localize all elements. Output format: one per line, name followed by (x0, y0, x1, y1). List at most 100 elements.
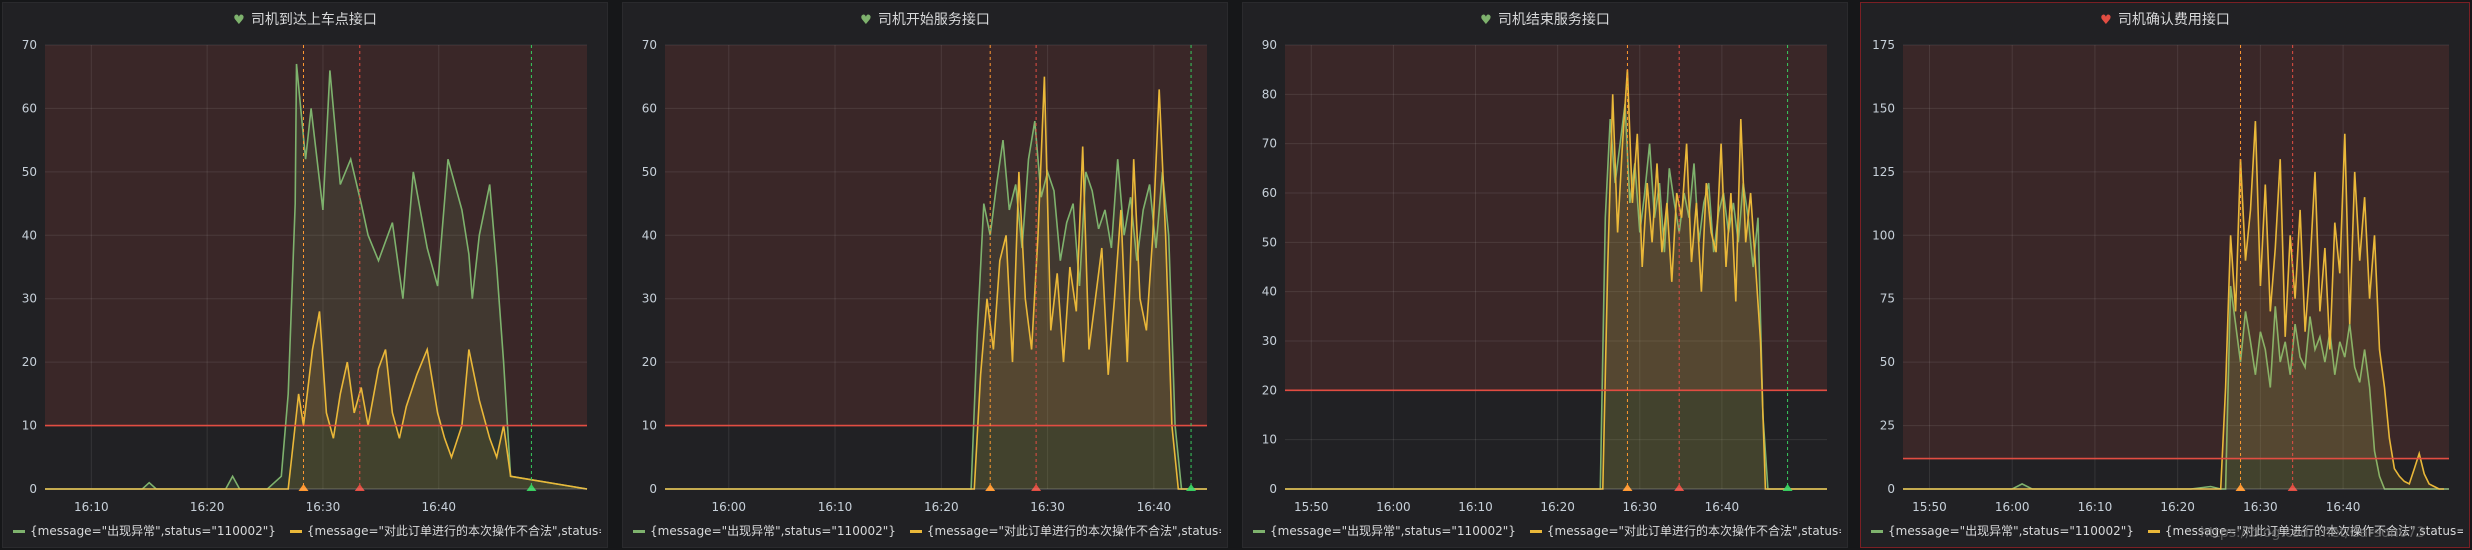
y-tick-label: 10 (22, 419, 37, 433)
threshold-region-above (1285, 45, 1827, 391)
y-tick-label: 30 (1262, 334, 1277, 348)
legend-swatch-yellow (2147, 530, 2160, 533)
annotation-marker-orange (298, 484, 309, 491)
y-tick-label: 20 (22, 355, 37, 369)
annotation-marker-red (1674, 484, 1685, 491)
y-tick-label: 10 (642, 419, 657, 433)
panel-driver-confirm-fee[interactable]: ♥ 司机确认费用接口 0 25 50 75 100 125 150 175 15:50 16:00 1… (1860, 2, 2470, 548)
y-tick-label: 60 (642, 101, 657, 115)
y-tick-label: 75 (1880, 292, 1895, 306)
series-line-2 (1285, 69, 1827, 490)
legend: {message="出现异常",status="110002"} {message… (13, 521, 601, 541)
y-tick-label: 50 (1262, 235, 1277, 249)
x-tick-label: 16:30 (2243, 500, 2278, 514)
annotation-marker-green (526, 484, 537, 491)
annotation-marker-orange (1622, 484, 1633, 491)
legend-swatch-green (633, 530, 645, 533)
x-tick-label: 16:30 (1622, 500, 1657, 514)
watermark: https://blog.csdn.net/Carson073 (2200, 525, 2426, 541)
x-tick-label: 16:20 (2160, 500, 2195, 514)
heart-ok-icon: ♥ (860, 13, 872, 28)
x-tick-label: 16:40 (2326, 500, 2361, 514)
y-tick-label: 60 (1262, 186, 1277, 200)
legend-swatch-green (1253, 530, 1265, 533)
y-tick-label: 80 (1262, 87, 1277, 101)
threshold-region-above (665, 45, 1207, 426)
series-line-2 (665, 76, 1207, 490)
series-area-2 (45, 311, 587, 489)
y-tick-label: 90 (1262, 38, 1277, 52)
panel-driver-start-service[interactable]: ♥ 司机开始服务接口 0 10 20 30 40 50 60 70 16:00 16:10 16:20… (622, 2, 1228, 548)
series-area-2 (1285, 69, 1827, 489)
x-tick-label: 16:10 (818, 500, 853, 514)
y-tick-label: 70 (22, 38, 37, 52)
y-tick-label: 30 (22, 292, 37, 306)
y-tick-label: 175 (1872, 38, 1895, 52)
series-area-2 (665, 76, 1207, 489)
chart-plot: 0 10 20 30 40 50 60 70 16:00 16:10 16:20 16:30 16:40… (642, 38, 1207, 514)
x-tick-label: 16:20 (1540, 500, 1575, 514)
x-tick-label: 16:40 (1137, 500, 1172, 514)
annotation-marker-red (2287, 484, 2298, 491)
y-tick-label: 25 (1880, 419, 1895, 433)
y-tick-label: 125 (1872, 165, 1895, 179)
x-tick-label: 15:50 (1912, 500, 1947, 514)
x-tick-label: 16:00 (1995, 500, 2030, 514)
y-tick-label: 70 (1262, 137, 1277, 151)
y-tick-label: 50 (642, 165, 657, 179)
legend-swatch-yellow (1529, 530, 1542, 533)
threshold-region-above (45, 45, 587, 426)
series-area-1 (45, 64, 587, 489)
x-tick-label: 15:50 (1294, 500, 1329, 514)
plot-area: 0 25 50 75 100 125 150 175 15:50 16:00 16:10 16:20 1… (1872, 38, 2449, 514)
legend-item-series2[interactable]: {message="对此订单进行的本次操作不合法",status="110026… (289, 521, 601, 541)
panel-driver-arrive-pickup[interactable]: ♥司机到达上车点接口 01020304050607015:5016:0016:1… (2, 2, 608, 548)
series-area-2 (1903, 121, 2444, 489)
annotation-marker-orange (2235, 484, 2246, 491)
annotation-marker-orange (985, 484, 996, 491)
y-tick-label: 50 (22, 165, 37, 179)
plot-area: 0 10 20 30 40 50 60 70 80 90 15:50 16:00 16:10 16:20 1… (1262, 38, 1827, 514)
panel-title[interactable]: ♥ 司机开始服务接口 (623, 9, 1227, 31)
y-tick-label: 40 (1262, 285, 1277, 299)
y-tick-label: 40 (22, 228, 37, 242)
y-tick-label: 20 (642, 355, 657, 369)
legend: {message="出现异常",status="110002"} {message… (633, 521, 1221, 541)
x-tick-label: 16:00 (1376, 500, 1411, 514)
panel-title[interactable]: ♥ 司机确认费用接口 (1861, 9, 2469, 31)
x-tick-label: 16:10 (2078, 500, 2113, 514)
threshold-region-above (1903, 45, 2449, 459)
y-tick-label: 150 (1872, 101, 1895, 115)
x-tick-label: 16:00 (711, 500, 746, 514)
legend-item-series1[interactable]: {message="出现异常",status="110002"} (13, 521, 276, 541)
legend-swatch-green (13, 530, 25, 533)
annotation-marker-green (1186, 484, 1197, 491)
legend-item-series1[interactable]: {message="出现异常",status="110002"} (1253, 521, 1516, 541)
x-tick-label: 16:20 (190, 500, 225, 514)
panel-driver-end-service[interactable]: ♥ 司机结束服务接口 0 10 20 30 40 50 60 70 80 90 15:50 16:00 1… (1242, 2, 1848, 548)
legend-item-series2[interactable]: {message="对此订单进行的本次操作不合法",status="110026… (1529, 521, 1841, 541)
heart-ok-icon: ♥ (1480, 13, 1492, 28)
x-tick-label: 16:40 (421, 500, 456, 514)
y-tick-label: 70 (642, 38, 657, 52)
series-line-2 (45, 311, 588, 490)
annotation-marker-green (1782, 484, 1793, 491)
series-line-1 (45, 63, 588, 490)
series-line-1 (665, 120, 1207, 490)
y-tick-label: 0 (649, 482, 657, 496)
panel-title[interactable]: ♥ 司机结束服务接口 (1243, 9, 1847, 31)
legend-item-series2[interactable]: {message="对此订单进行的本次操作不合法",status="110026… (909, 521, 1221, 541)
y-tick-label: 0 (1269, 482, 1277, 496)
plot-area: 01020304050607015:5016:0016:1016:2016:30… (22, 38, 588, 514)
legend-item-series1[interactable]: {message="出现异常",status="110002"} (633, 521, 896, 541)
panel-title[interactable]: ♥ 司机到达上车点接口 (3, 9, 607, 31)
legend-item-series2[interactable]: {message="对此订单进行的本次操作不合法",status="110026… (2147, 521, 2463, 541)
legend-swatch-yellow (909, 530, 922, 533)
y-tick-label: 10 (1262, 433, 1277, 447)
chart-plot: 01020304050607015:5016:0016:1016:2016:30… (22, 38, 588, 514)
legend-item-series1[interactable]: {message="出现异常",status="110002"} (1871, 521, 2134, 541)
x-tick-label: 16:30 (306, 500, 341, 514)
chart-plot: 0 25 50 75 100 125 150 175 15:50 16:00 16:10 16:20 1… (1872, 38, 2449, 514)
y-tick-label: 50 (1880, 355, 1895, 369)
